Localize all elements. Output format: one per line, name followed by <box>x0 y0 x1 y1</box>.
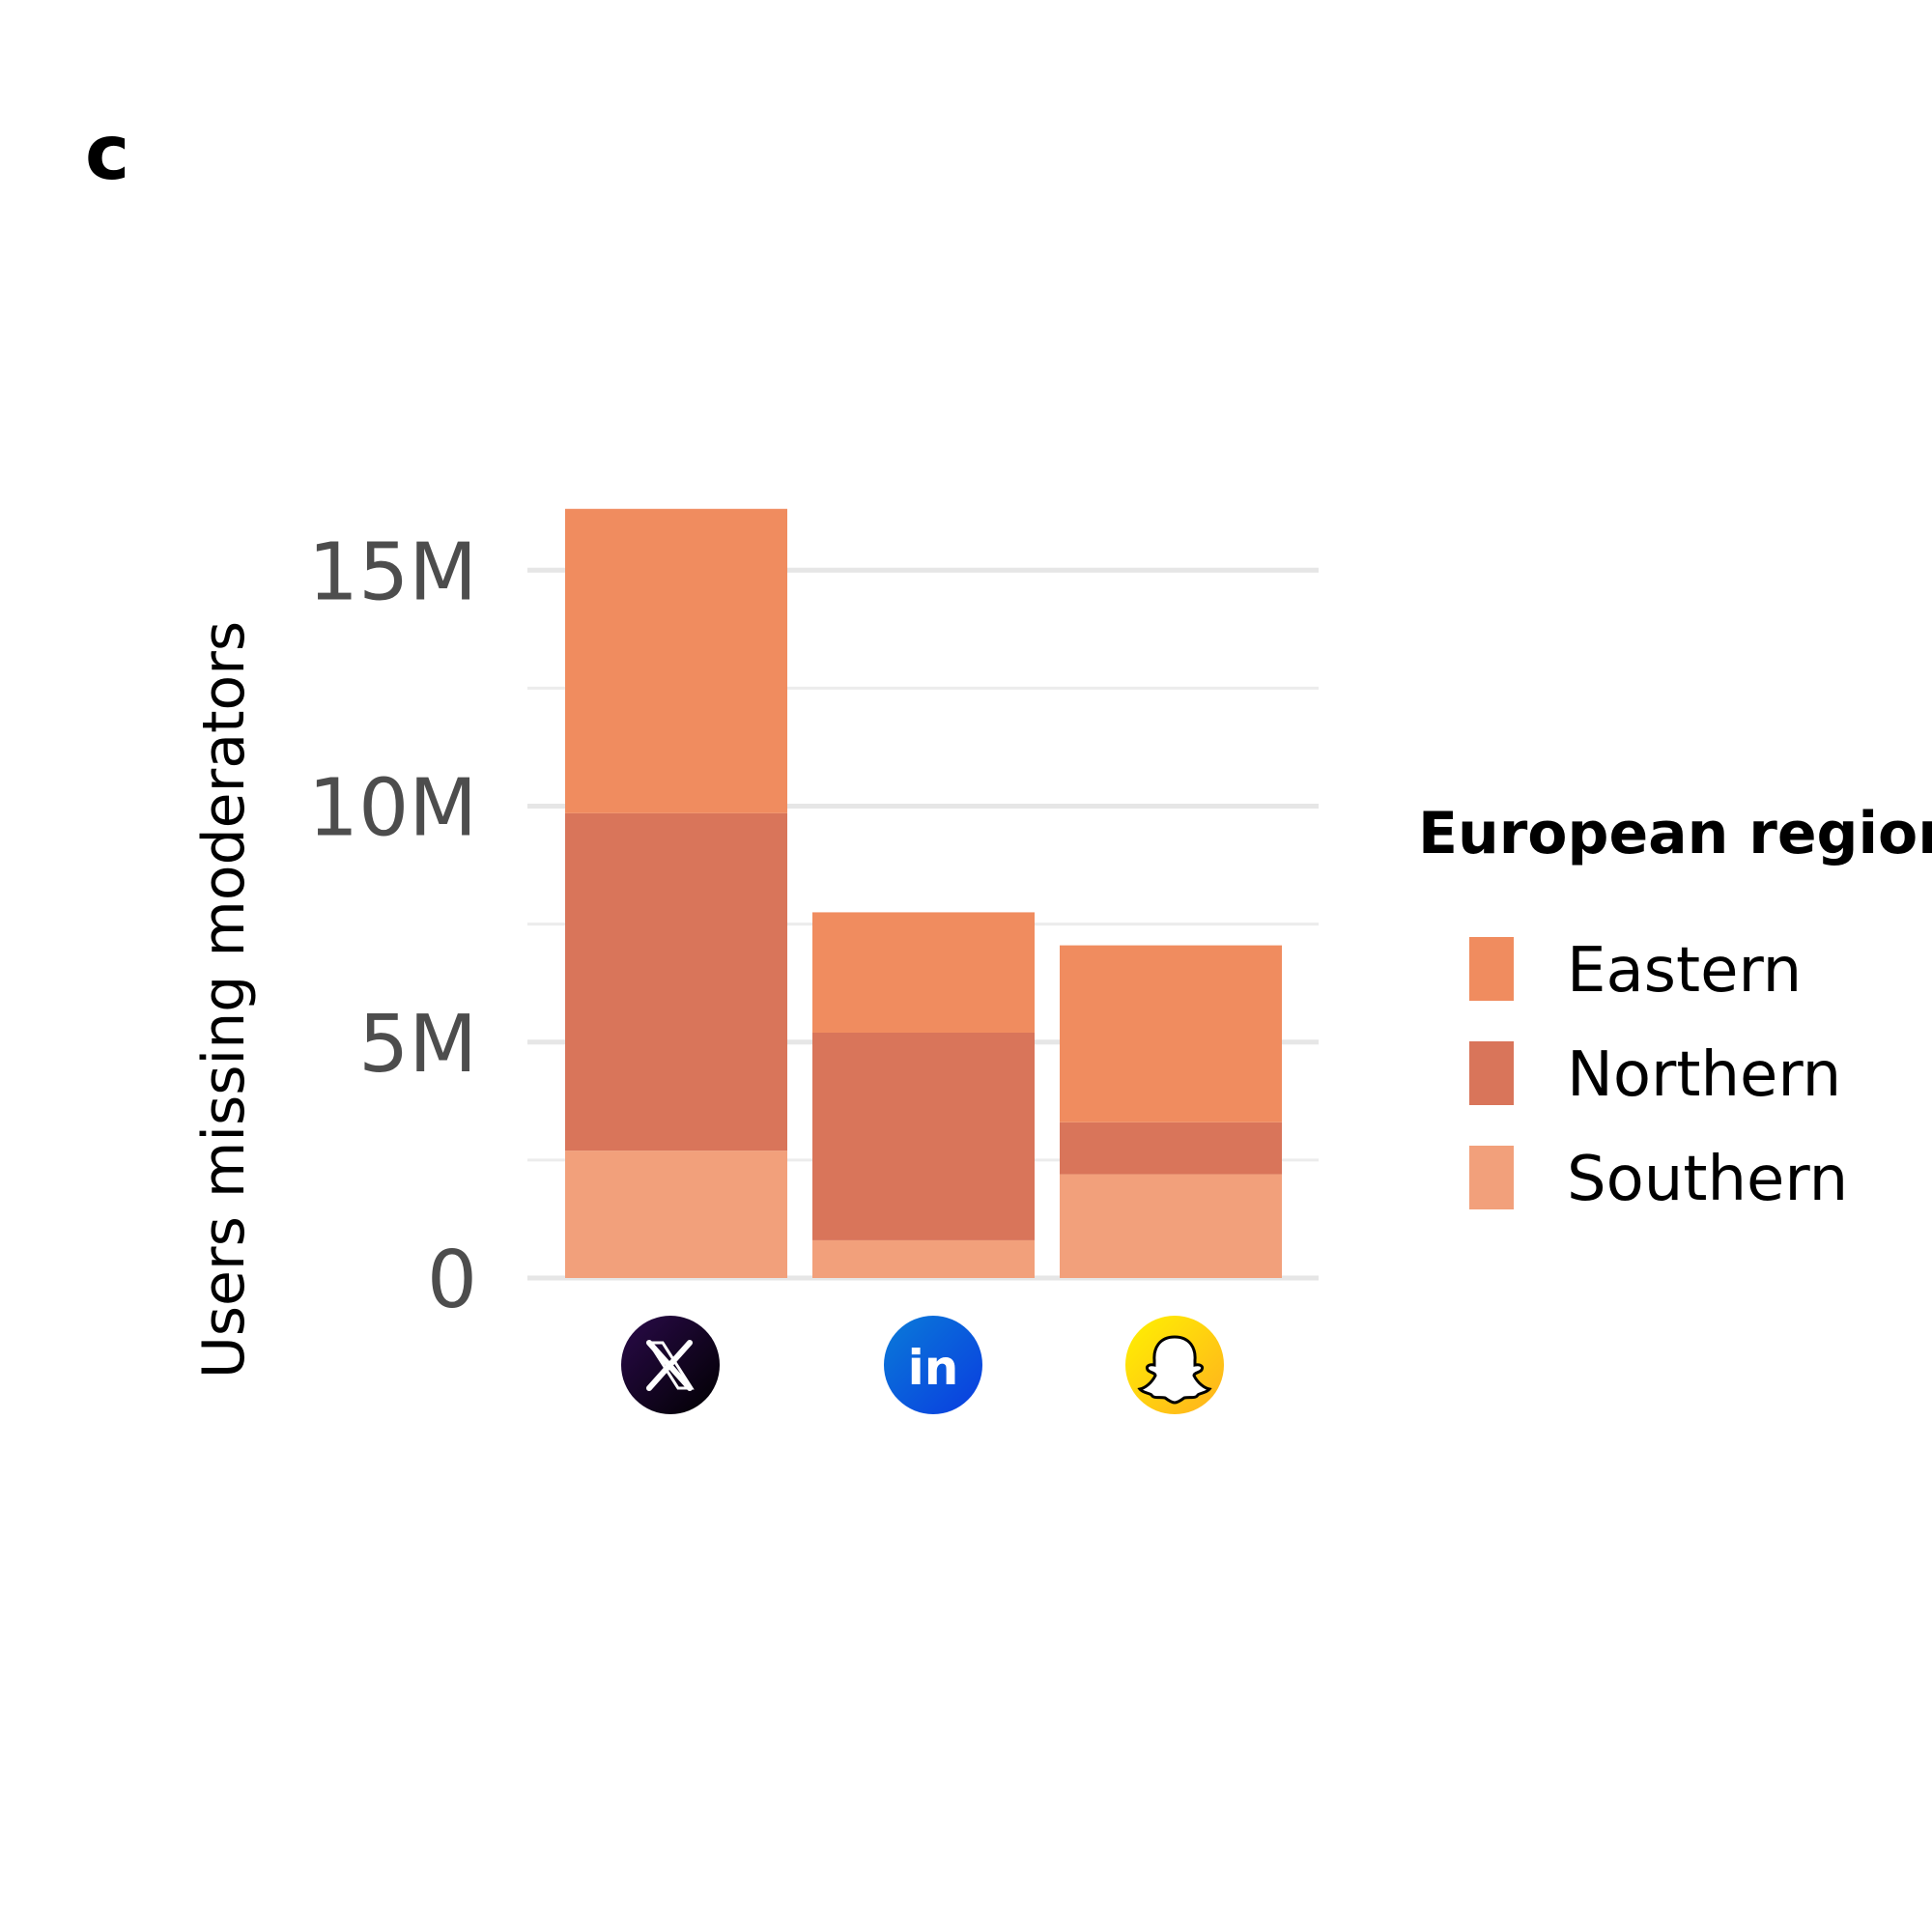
panel-label: c <box>85 110 129 197</box>
bar-segment-eastern <box>1060 945 1282 1122</box>
linkedin-logo-text: in <box>908 1340 959 1396</box>
x-logo-icon <box>621 1316 720 1414</box>
legend-label-southern: Southern <box>1567 1144 1848 1215</box>
y-tick-label: 15M <box>308 526 477 618</box>
legend-label-eastern: Eastern <box>1567 935 1802 1007</box>
bar-segment-eastern <box>812 912 1035 1033</box>
snapchat-logo-icon <box>1125 1316 1224 1414</box>
y-tick-label: 5M <box>358 999 477 1091</box>
y-tick-label: 0 <box>427 1235 477 1326</box>
y-axis-ticks: 0 5M 10M 15M <box>308 526 477 1326</box>
legend: European region Eastern Northern Southern <box>1418 800 1932 1215</box>
bar-segment-northern <box>565 812 787 1151</box>
bar-segment-northern <box>1060 1122 1282 1175</box>
bar-segment-northern <box>812 1032 1035 1240</box>
x-axis-icons: in <box>621 1316 1224 1414</box>
bar-segment-southern <box>1060 1174 1282 1278</box>
bar-segment-southern <box>812 1239 1035 1278</box>
bar-segment-eastern <box>565 508 787 813</box>
legend-swatch-eastern <box>1469 937 1514 1001</box>
bars <box>565 508 1282 1278</box>
legend-label-northern: Northern <box>1567 1039 1841 1111</box>
linkedin-logo-icon: in <box>884 1316 982 1414</box>
legend-title: European region <box>1418 800 1932 867</box>
bar-segment-southern <box>565 1151 787 1278</box>
y-tick-label: 10M <box>308 763 477 855</box>
legend-swatch-northern <box>1469 1041 1514 1105</box>
legend-swatch-southern <box>1469 1146 1514 1209</box>
y-axis-label: Users missing moderators <box>190 621 258 1378</box>
